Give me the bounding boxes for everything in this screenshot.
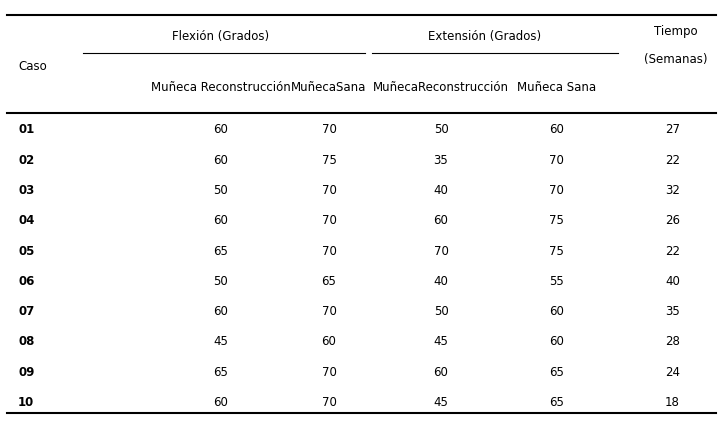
Text: Tiempo: Tiempo xyxy=(654,26,698,38)
Text: Muñeca Sana: Muñeca Sana xyxy=(517,81,596,94)
Text: 75: 75 xyxy=(549,214,564,227)
Text: Muñeca Reconstrucción: Muñeca Reconstrucción xyxy=(150,81,291,94)
Text: 60: 60 xyxy=(434,366,448,379)
Text: 50: 50 xyxy=(434,305,448,318)
Text: 05: 05 xyxy=(18,245,35,258)
Text: Caso: Caso xyxy=(18,60,47,72)
Text: 60: 60 xyxy=(213,396,228,409)
Text: 75: 75 xyxy=(322,154,336,167)
Text: 28: 28 xyxy=(665,336,680,348)
Text: 60: 60 xyxy=(549,336,564,348)
Text: 04: 04 xyxy=(18,214,35,227)
Text: 65: 65 xyxy=(322,275,336,288)
Text: 32: 32 xyxy=(665,184,680,197)
Text: 65: 65 xyxy=(213,366,228,379)
Text: 70: 70 xyxy=(322,396,336,409)
Text: 18: 18 xyxy=(665,396,680,409)
Text: 70: 70 xyxy=(322,184,336,197)
Text: (Semanas): (Semanas) xyxy=(644,53,708,66)
Text: 45: 45 xyxy=(434,396,448,409)
Text: MuñecaReconstrucción: MuñecaReconstrucción xyxy=(373,81,509,94)
Text: 06: 06 xyxy=(18,275,35,288)
Text: 45: 45 xyxy=(434,336,448,348)
Text: 65: 65 xyxy=(549,366,564,379)
Text: 24: 24 xyxy=(665,366,680,379)
Text: 60: 60 xyxy=(213,124,228,136)
Text: 26: 26 xyxy=(665,214,680,227)
Text: 70: 70 xyxy=(322,366,336,379)
Text: 07: 07 xyxy=(18,305,34,318)
Text: 60: 60 xyxy=(549,305,564,318)
Text: 02: 02 xyxy=(18,154,34,167)
Text: 01: 01 xyxy=(18,124,34,136)
Text: 03: 03 xyxy=(18,184,34,197)
Text: 60: 60 xyxy=(322,336,336,348)
Text: 50: 50 xyxy=(213,275,228,288)
Text: 65: 65 xyxy=(213,245,228,258)
Text: 70: 70 xyxy=(322,305,336,318)
Text: 60: 60 xyxy=(213,154,228,167)
Text: MuñecaSana: MuñecaSana xyxy=(291,81,367,94)
Text: 70: 70 xyxy=(322,214,336,227)
Text: 75: 75 xyxy=(549,245,564,258)
Text: 55: 55 xyxy=(549,275,564,288)
Text: Flexión (Grados): Flexión (Grados) xyxy=(172,30,269,43)
Text: 35: 35 xyxy=(665,305,680,318)
Text: 10: 10 xyxy=(18,396,34,409)
Text: 40: 40 xyxy=(665,275,680,288)
Text: 70: 70 xyxy=(549,154,564,167)
Text: 65: 65 xyxy=(549,396,564,409)
Text: 70: 70 xyxy=(322,245,336,258)
Text: 45: 45 xyxy=(213,336,228,348)
Text: 35: 35 xyxy=(434,154,448,167)
Text: 40: 40 xyxy=(434,275,448,288)
Text: 50: 50 xyxy=(434,124,448,136)
Text: 09: 09 xyxy=(18,366,35,379)
Text: 70: 70 xyxy=(549,184,564,197)
Text: 50: 50 xyxy=(213,184,228,197)
Text: 70: 70 xyxy=(322,124,336,136)
Text: 08: 08 xyxy=(18,336,35,348)
Text: 27: 27 xyxy=(665,124,680,136)
Text: 70: 70 xyxy=(434,245,448,258)
Text: 60: 60 xyxy=(213,214,228,227)
Text: Extensión (Grados): Extensión (Grados) xyxy=(428,30,541,43)
Text: 60: 60 xyxy=(434,214,448,227)
Text: 22: 22 xyxy=(665,245,680,258)
Text: 60: 60 xyxy=(549,124,564,136)
Text: 22: 22 xyxy=(665,154,680,167)
Text: 40: 40 xyxy=(434,184,448,197)
Text: 60: 60 xyxy=(213,305,228,318)
